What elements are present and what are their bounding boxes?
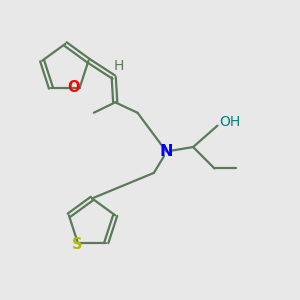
Text: OH: OH bbox=[219, 115, 241, 129]
Text: O: O bbox=[67, 80, 79, 95]
Text: H: H bbox=[114, 59, 124, 73]
Text: N: N bbox=[160, 144, 173, 159]
Text: S: S bbox=[73, 237, 83, 252]
